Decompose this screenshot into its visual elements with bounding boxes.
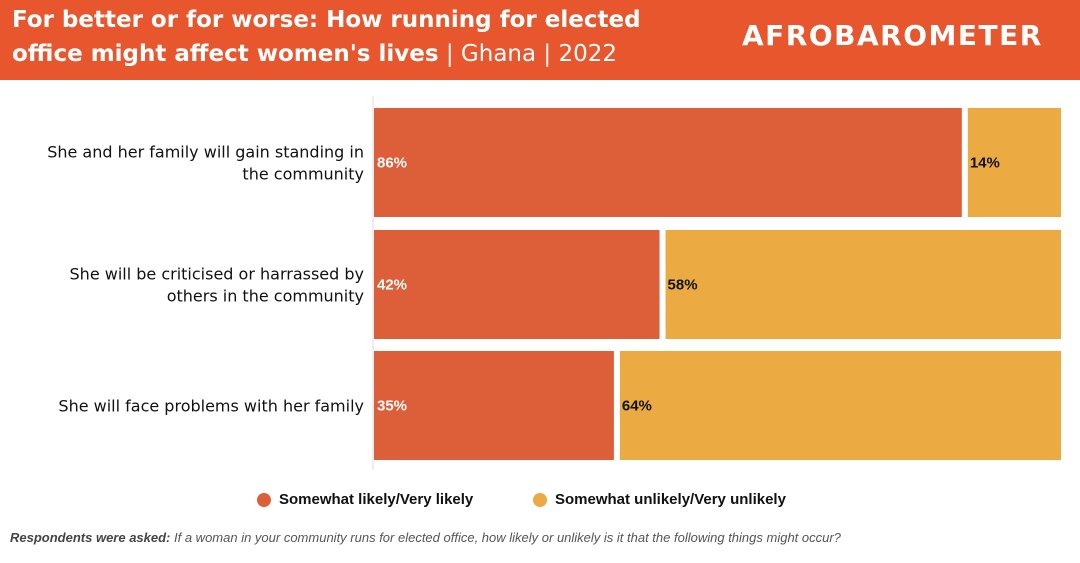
- data-label-likely-0: 86%: [377, 155, 407, 172]
- afrobarometer-logo: AFROBAROMETER: [742, 19, 1043, 52]
- data-label-likely-1: 42%: [377, 277, 407, 294]
- legend: Somewhat likely/Very likely Somewhat unl…: [0, 491, 1080, 513]
- header-banner: For better or for worse: How running for…: [0, 0, 1080, 80]
- chart-title: For better or for worse: How running for…: [12, 3, 712, 71]
- bar-likely-2: [374, 351, 614, 460]
- bars-group: 86% 14% She and her family will gain stand…: [47, 108, 1061, 460]
- footnote-text: If a woman in your community runs for el…: [170, 530, 841, 545]
- category-label-1: She will be criticised or harrassed by ot…: [70, 265, 364, 306]
- chart-title-main: For better or for worse: How running for…: [12, 7, 641, 67]
- data-label-unlikely-2: 64%: [622, 398, 652, 415]
- bar-unlikely-1: [665, 230, 1061, 339]
- bar-unlikely-0: [967, 108, 1061, 217]
- legend-swatch-likely: [257, 492, 271, 507]
- legend-item-likely: Somewhat likely/Very likely: [257, 491, 473, 508]
- chart-title-suffix: | Ghana | 2022: [438, 41, 617, 67]
- data-label-likely-2: 35%: [377, 398, 407, 415]
- bar-likely-1: [374, 230, 660, 339]
- data-label-unlikely-1: 58%: [668, 277, 698, 294]
- legend-swatch-unlikely: [533, 492, 547, 507]
- category-label-2: She will face problems with her family: [58, 397, 364, 416]
- stacked-bar-chart: 86% 14% She and her family will gain stand…: [47, 96, 1061, 470]
- legend-label-likely: Somewhat likely/Very likely: [279, 491, 474, 508]
- footnote: Respondents were asked: If a woman in yo…: [10, 530, 1075, 545]
- footnote-label: Respondents were asked:: [10, 530, 171, 545]
- category-label-0: She and her family will gain standing in…: [47, 143, 364, 184]
- data-label-unlikely-0: 14%: [970, 155, 1000, 172]
- legend-item-unlikely: Somewhat unlikely/Very unlikely: [533, 491, 786, 508]
- bar-unlikely-2: [619, 351, 1061, 460]
- bar-likely-0: [374, 108, 962, 217]
- legend-label-unlikely: Somewhat unlikely/Very unlikely: [555, 491, 786, 508]
